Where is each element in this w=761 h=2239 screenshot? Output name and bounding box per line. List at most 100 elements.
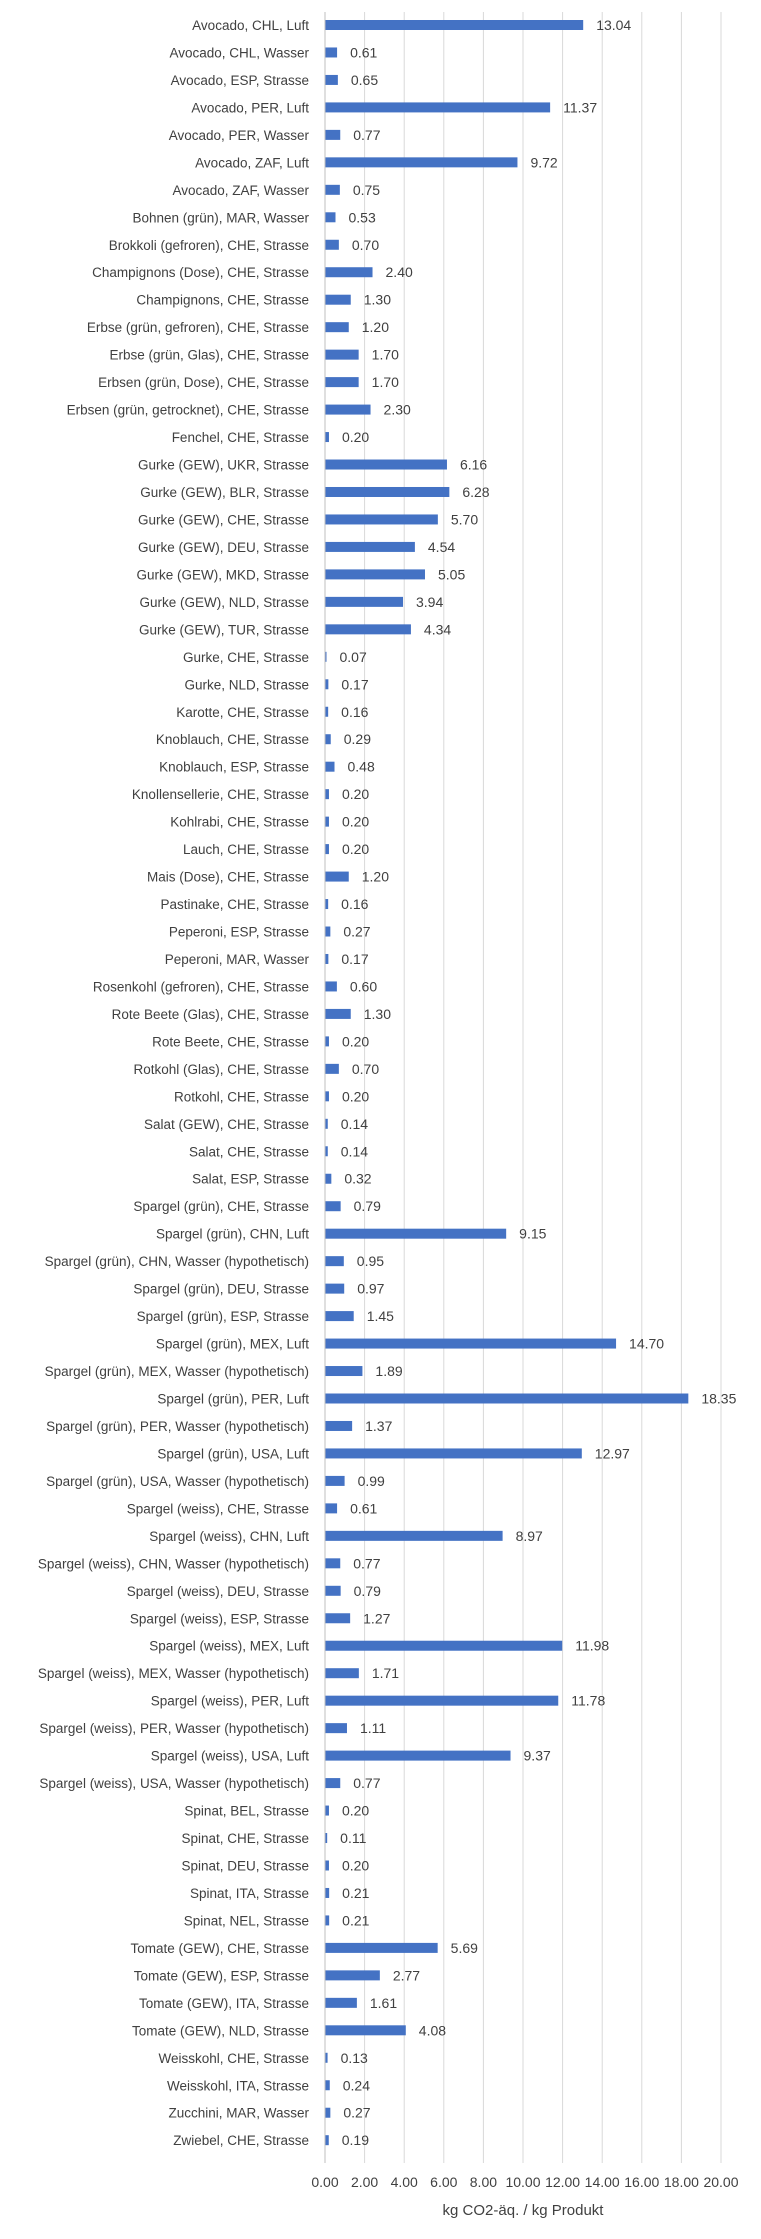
value-label: 1.45 — [367, 1308, 394, 1324]
value-label: 0.97 — [357, 1281, 384, 1297]
category-label: Gurke (GEW), BLR, Strasse — [140, 485, 309, 500]
category-label: Rote Beete, CHE, Strasse — [152, 1034, 309, 1049]
bar — [325, 734, 331, 745]
category-label: Spargel (weiss), MEX, Wasser (hypothetis… — [38, 1666, 309, 1681]
category-label: Erbsen (grün, getrocknet), CHE, Strasse — [67, 403, 309, 418]
value-label: 9.15 — [519, 1226, 546, 1242]
bar — [325, 432, 329, 443]
bar — [325, 1640, 563, 1651]
category-label: Karotte, CHE, Strasse — [176, 705, 309, 720]
value-label: 2.77 — [393, 1967, 420, 1983]
category-label: Spargel (weiss), MEX, Luft — [149, 1639, 309, 1654]
gridlines — [364, 12, 722, 2163]
bar — [325, 20, 584, 30]
bar — [325, 1201, 341, 1212]
x-tick-label: 16.00 — [624, 2174, 659, 2190]
bar — [325, 1833, 328, 1844]
category-label: Spargel (grün), ESP, Strasse — [137, 1309, 309, 1324]
bar — [325, 129, 341, 140]
category-label: Peperoni, ESP, Strasse — [169, 925, 309, 940]
category-label: Champignons, CHE, Strasse — [136, 293, 309, 308]
value-label: 0.20 — [342, 814, 369, 830]
value-label: 1.27 — [363, 1610, 390, 1626]
category-label: Brokkoli (gefroren), CHE, Strasse — [109, 238, 309, 253]
bar — [325, 377, 359, 388]
category-label: Spargel (grün), CHE, Strasse — [133, 1199, 309, 1214]
category-label: Gurke (GEW), DEU, Strasse — [138, 540, 309, 555]
category-label: Rosenkohl (gefroren), CHE, Strasse — [93, 979, 309, 994]
bar — [325, 1338, 617, 1349]
value-label: 1.30 — [364, 1006, 391, 1022]
bar — [325, 569, 425, 580]
bar — [325, 322, 349, 333]
category-label: Tomate (GEW), ESP, Strasse — [134, 1968, 309, 1983]
bar — [325, 239, 339, 250]
bar — [325, 816, 329, 827]
bar — [325, 2107, 331, 2118]
value-label: 18.35 — [701, 1391, 736, 1407]
bar — [325, 1118, 328, 1129]
value-label: 5.69 — [451, 1940, 478, 1956]
value-label: 0.75 — [353, 182, 380, 198]
value-label: 0.61 — [350, 44, 377, 60]
category-label: Spinat, CHE, Strasse — [181, 1831, 309, 1846]
bar — [325, 1778, 341, 1789]
category-label: Zucchini, MAR, Wasser — [168, 2106, 309, 2121]
bar — [325, 349, 359, 360]
value-label: 12.97 — [595, 1445, 630, 1461]
value-label: 0.17 — [341, 951, 368, 967]
bar — [325, 899, 329, 910]
bar — [325, 486, 450, 497]
value-label: 5.05 — [438, 566, 465, 582]
bar — [325, 1311, 354, 1322]
bar — [325, 2052, 328, 2063]
bar — [325, 1420, 353, 1431]
category-label: Erbsen (grün, Dose), CHE, Strasse — [98, 375, 309, 390]
value-label: 1.71 — [372, 1665, 399, 1681]
value-labels: 13.04 0.61 0.65 11.37 0.77 9.72 0.75 0.53 0.70 2.… — [340, 17, 737, 2148]
value-label: 0.77 — [353, 127, 380, 143]
category-label: Rote Beete (Glas), CHE, Strasse — [112, 1007, 309, 1022]
category-label: Zwiebel, CHE, Strasse — [173, 2133, 309, 2148]
category-label: Spargel (grün), PER, Luft — [157, 1392, 309, 1407]
bar — [325, 1558, 341, 1569]
category-label: Spinat, DEU, Strasse — [181, 1858, 309, 1873]
value-label: 5.70 — [451, 511, 478, 527]
bar — [325, 1887, 330, 1898]
value-label: 1.30 — [364, 292, 391, 308]
x-tick-label: 2.00 — [351, 2174, 378, 2190]
bar — [325, 981, 337, 992]
value-label: 0.48 — [348, 759, 375, 775]
bar — [325, 212, 336, 223]
bar — [325, 1860, 329, 1871]
bar — [325, 1805, 329, 1816]
category-label: Spinat, ITA, Strasse — [190, 1886, 309, 1901]
value-label: 0.07 — [340, 649, 367, 665]
category-label: Avocado, ZAF, Luft — [195, 155, 309, 170]
category-label: Knollensellerie, CHE, Strasse — [132, 787, 309, 802]
category-label: Avocado, ESP, Strasse — [171, 73, 309, 88]
value-label: 0.79 — [354, 1198, 381, 1214]
category-label: Spargel (weiss), PER, Wasser (hypothetis… — [39, 1721, 309, 1736]
category-label: Gurke, CHE, Strasse — [183, 650, 309, 665]
bar — [325, 624, 411, 635]
category-label: Weisskohl, CHE, Strasse — [158, 2051, 309, 2066]
x-tick-label: 0.00 — [311, 2174, 338, 2190]
category-label: Tomate (GEW), ITA, Strasse — [139, 1996, 309, 2011]
value-label: 0.32 — [344, 1171, 371, 1187]
x-tick-labels: 0.00 2.00 4.00 6.00 8.00 10.00 12.00 14.00 16.00… — [311, 2174, 738, 2190]
bar — [325, 1970, 380, 1981]
bar — [325, 2025, 406, 2036]
value-label: 9.37 — [524, 1748, 551, 1764]
x-axis-title: kg CO2-äq. / kg Produkt — [443, 2202, 605, 2219]
bar — [325, 871, 349, 882]
value-label: 0.16 — [341, 896, 368, 912]
category-label: Rotkohl (Glas), CHE, Strasse — [133, 1062, 309, 1077]
value-label: 0.21 — [342, 1885, 369, 1901]
bar — [325, 926, 331, 937]
x-tick-label: 8.00 — [470, 2174, 497, 2190]
value-label: 6.28 — [462, 484, 489, 500]
bar — [325, 184, 340, 195]
category-label: Avocado, ZAF, Wasser — [172, 183, 309, 198]
bar — [325, 1668, 359, 1679]
